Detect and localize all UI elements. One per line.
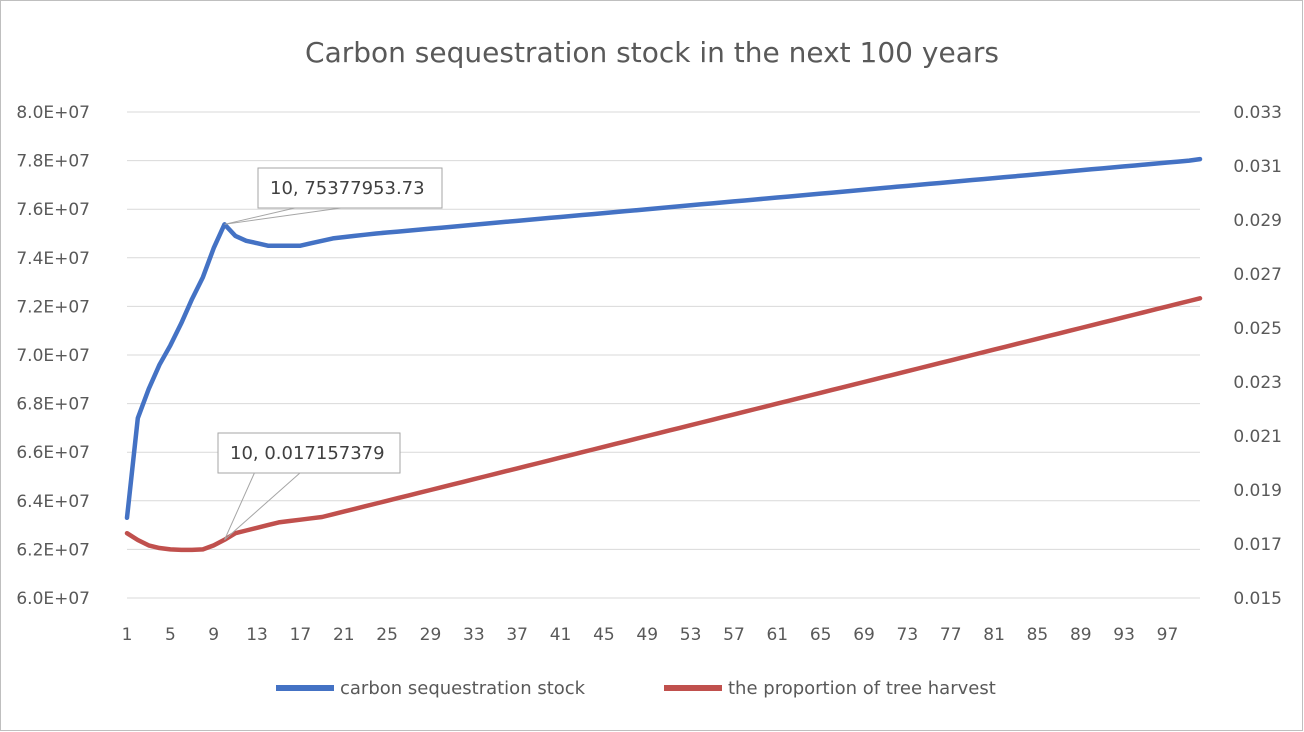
callout-leader <box>224 472 301 541</box>
right-tick-label: 0.019 <box>1233 481 1282 501</box>
right-tick-label: 0.015 <box>1233 589 1282 609</box>
x-tick-label: 85 <box>1027 625 1049 645</box>
legend-label-carbon-stock: carbon sequestration stock <box>340 678 586 699</box>
left-tick-label: 7.2E+07 <box>16 297 90 317</box>
x-tick-label: 21 <box>333 625 355 645</box>
x-tick-label: 29 <box>420 625 442 645</box>
data-callout: 10, 75377953.73 <box>224 167 443 225</box>
left-tick-label: 7.8E+07 <box>16 152 90 172</box>
x-tick-label: 69 <box>853 625 875 645</box>
x-tick-label: 9 <box>208 625 219 645</box>
right-tick-label: 0.027 <box>1233 265 1282 285</box>
left-y-axis: 6.0E+07 6.2E+07 6.4E+07 6.6E+07 6.8E+07 7.0E+… <box>16 103 90 609</box>
right-tick-label: 0.031 <box>1233 157 1282 177</box>
x-tick-label: 77 <box>940 625 962 645</box>
left-tick-label: 6.8E+07 <box>16 395 90 415</box>
x-tick-label: 97 <box>1157 625 1179 645</box>
x-tick-label: 49 <box>636 625 658 645</box>
right-y-axis: 0.015 0.017 0.019 0.021 0.023 0.025 0.027 0.029… <box>1233 103 1282 609</box>
left-tick-label: 7.4E+07 <box>16 249 90 269</box>
left-tick-label: 8.0E+07 <box>16 103 90 123</box>
right-tick-label: 0.017 <box>1233 535 1282 555</box>
left-tick-label: 6.4E+07 <box>16 492 90 512</box>
callout-leader <box>224 207 341 225</box>
x-tick-label: 17 <box>290 625 312 645</box>
right-tick-label: 0.023 <box>1233 373 1282 393</box>
x-tick-label: 81 <box>983 625 1005 645</box>
left-tick-label: 6.0E+07 <box>16 589 90 609</box>
left-tick-label: 6.6E+07 <box>16 443 90 463</box>
right-tick-label: 0.021 <box>1233 427 1282 447</box>
x-tick-label: 25 <box>376 625 398 645</box>
legend-label-harvest-proportion: the proportion of tree harvest <box>728 678 996 699</box>
callout-label: 10, 75377953.73 <box>270 178 425 199</box>
left-tick-label: 6.2E+07 <box>16 540 90 560</box>
callout-box <box>217 432 401 474</box>
series-line-harvest-proportion <box>124 296 1203 553</box>
data-callouts: 10, 75377953.73 10, 0.017157379 <box>217 167 443 541</box>
x-tick-label: 57 <box>723 625 745 645</box>
x-tick-label: 93 <box>1113 625 1135 645</box>
callout-box <box>257 167 443 209</box>
chart-title: Carbon sequestration stock in the next 1… <box>305 36 999 69</box>
x-tick-label: 65 <box>810 625 832 645</box>
x-tick-label: 45 <box>593 625 615 645</box>
x-tick-label: 53 <box>680 625 702 645</box>
x-tick-label: 37 <box>506 625 528 645</box>
x-tick-label: 5 <box>165 625 176 645</box>
left-tick-label: 7.0E+07 <box>16 346 90 366</box>
data-callout: 10, 0.017157379 <box>217 432 401 541</box>
x-tick-label: 13 <box>246 625 268 645</box>
legend: carbon sequestration stock the proportio… <box>276 678 996 699</box>
right-tick-label: 0.025 <box>1233 319 1282 339</box>
x-tick-label: 73 <box>897 625 919 645</box>
x-tick-label: 89 <box>1070 625 1092 645</box>
series-line-carbon-stock <box>124 156 1203 521</box>
x-tick-label: 33 <box>463 625 485 645</box>
x-tick-label: 41 <box>550 625 572 645</box>
callout-label: 10, 0.017157379 <box>230 443 385 464</box>
right-tick-label: 0.029 <box>1233 211 1282 231</box>
left-tick-label: 7.6E+07 <box>16 200 90 220</box>
x-tick-label: 1 <box>122 625 133 645</box>
right-tick-label: 0.033 <box>1233 103 1282 123</box>
x-tick-label: 61 <box>766 625 788 645</box>
series-lines <box>124 156 1203 553</box>
x-axis: 1 5 9 13 17 21 25 29 33 37 41 45 49 53 57 61 65 69 73 77 81 8… <box>122 625 1179 645</box>
